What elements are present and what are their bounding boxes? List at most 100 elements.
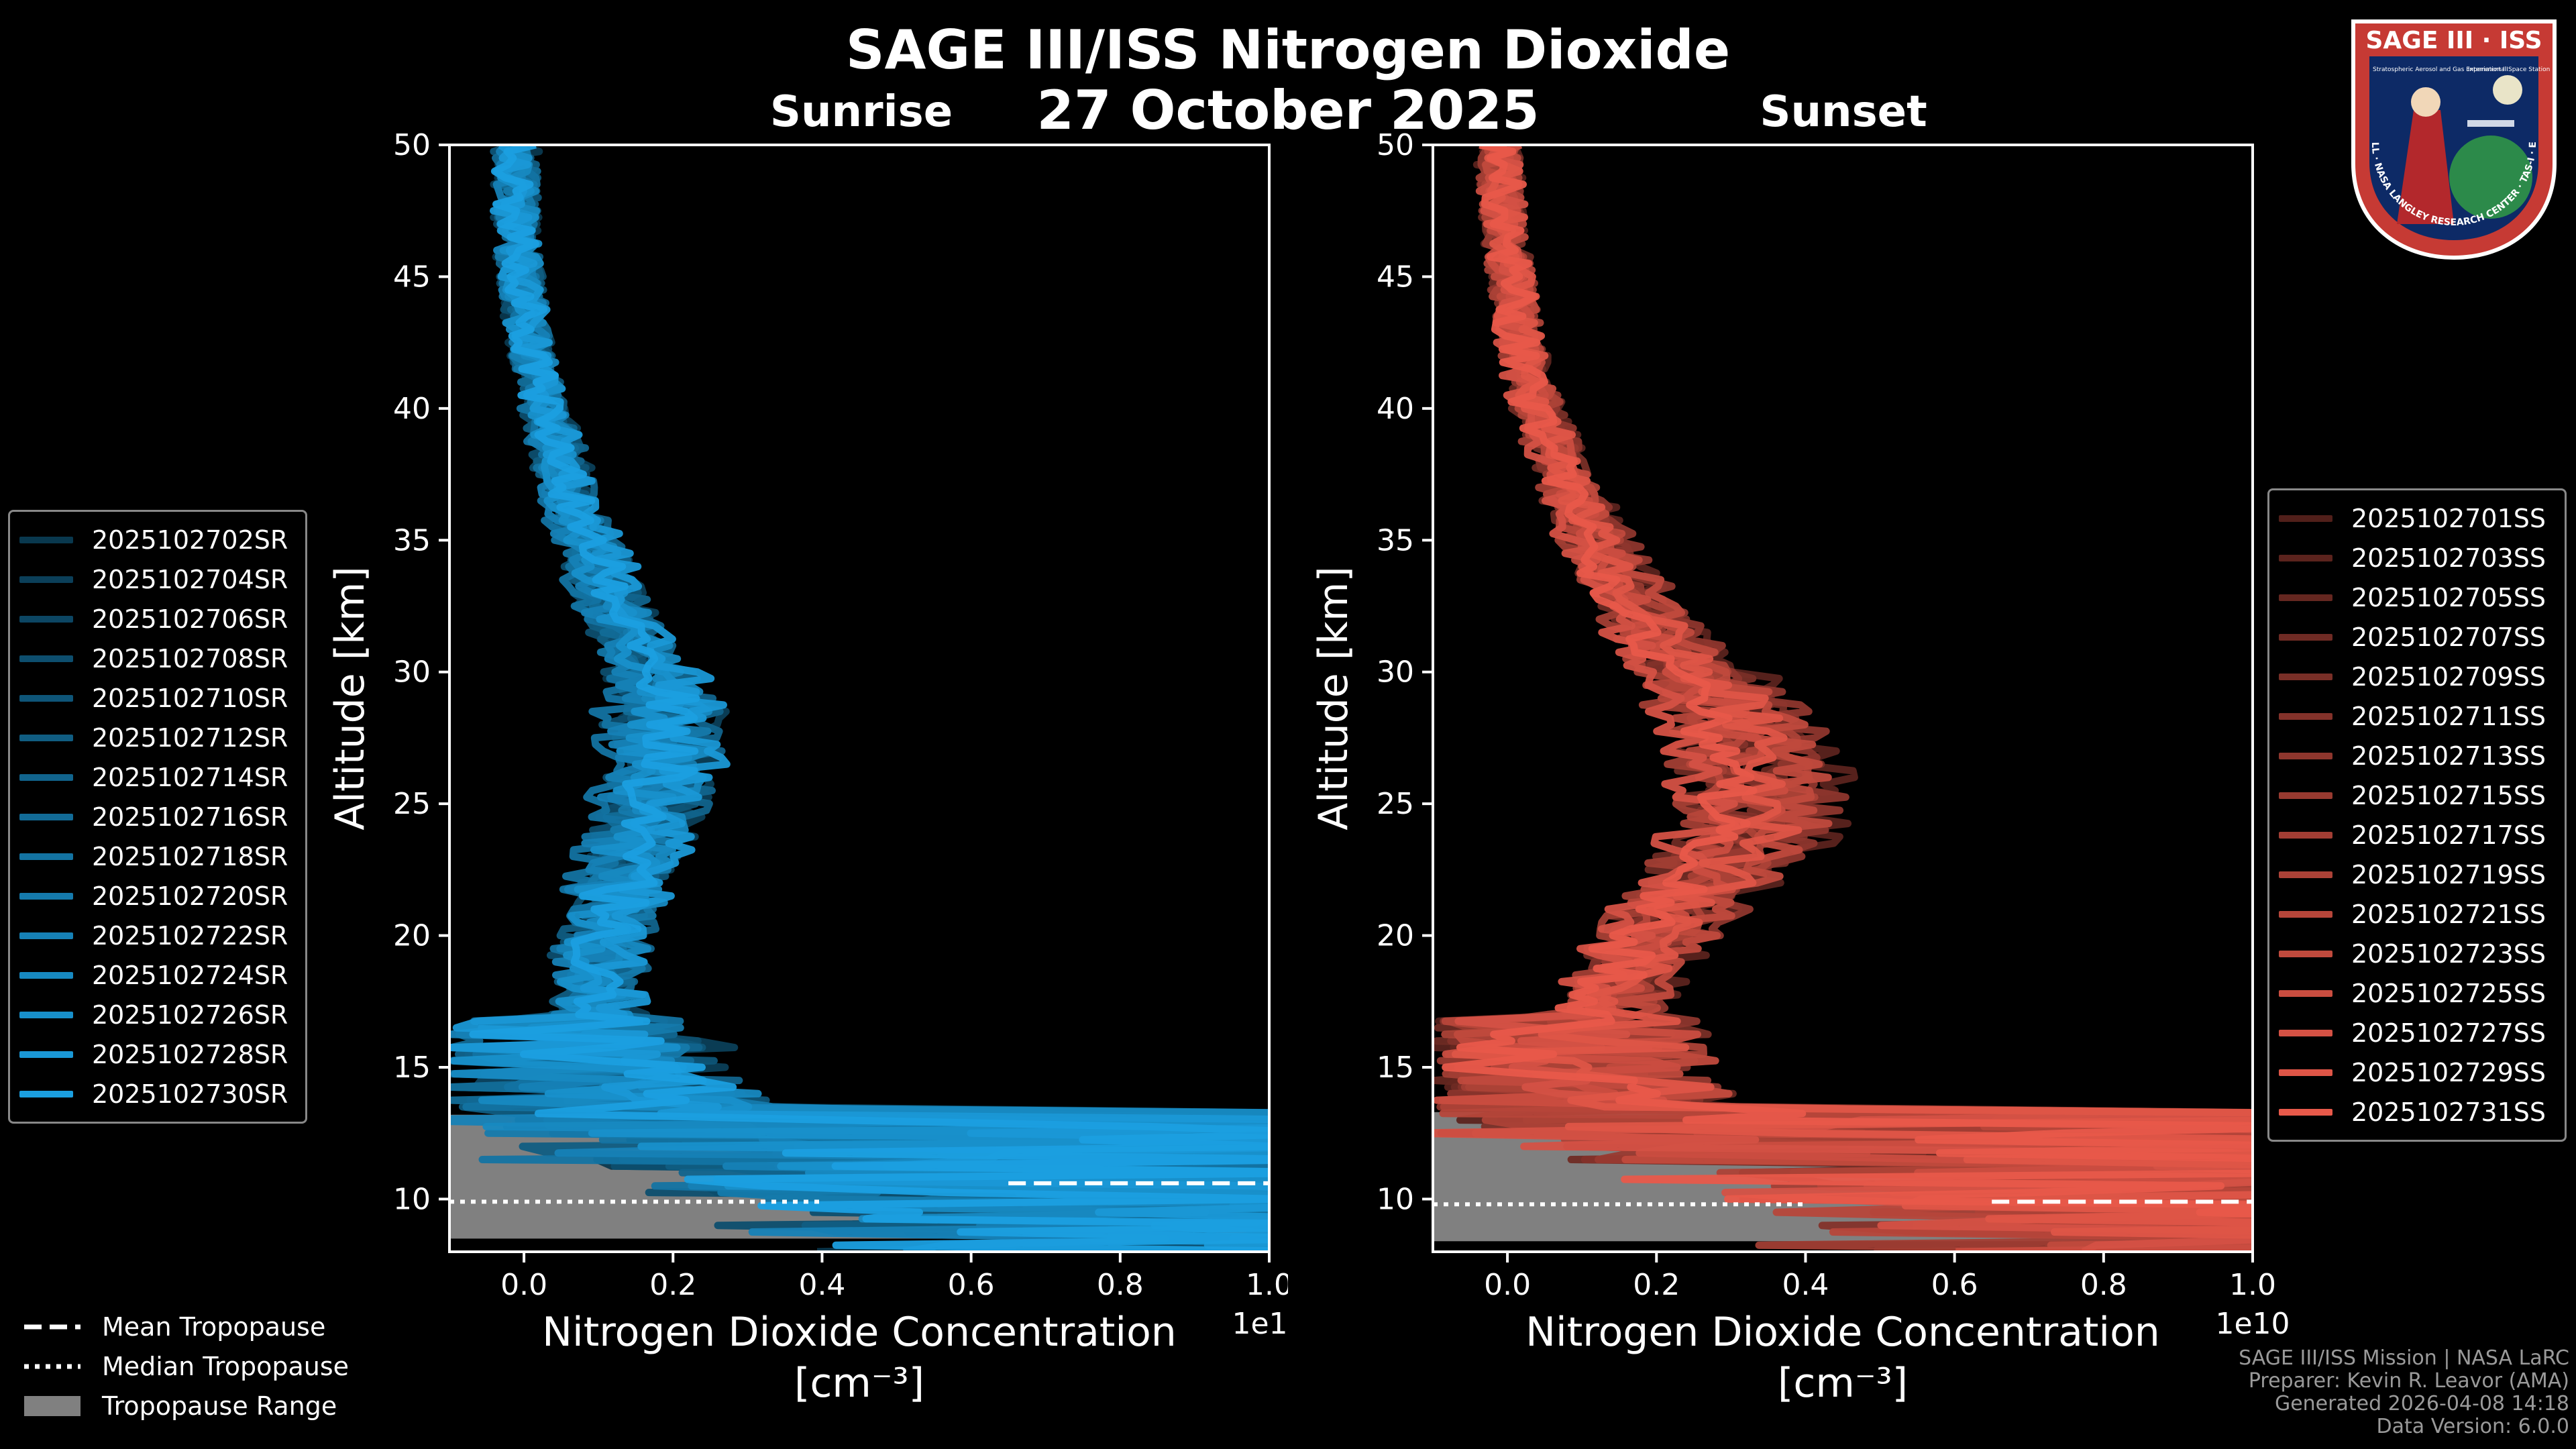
sunrise-y-tick-label-4: 30	[393, 655, 431, 690]
sunset-legend-swatch	[2279, 871, 2332, 878]
sunrise-legend-item: 2025102704SR	[19, 559, 296, 599]
sunrise-legend-label: 2025102704SR	[92, 564, 288, 594]
sunset-legend-item: 2025102731SS	[2279, 1092, 2555, 1132]
sunrise-legend-label: 2025102724SR	[92, 960, 288, 990]
sunset-legend-swatch	[2279, 950, 2332, 957]
sunrise-legend-swatch	[19, 853, 73, 860]
sunset-legend-swatch	[2279, 1069, 2332, 1076]
sunrise-legend-swatch	[19, 655, 73, 662]
sunrise-legend-label: 2025102714SR	[92, 762, 288, 792]
sunrise-x-tick-label-0: 0.0	[500, 1268, 547, 1302]
sunset-legend-label: 2025102701SS	[2351, 503, 2546, 533]
badge-subtitle2: International Space Station	[2468, 66, 2551, 73]
sunset-legend-label: 2025102725SS	[2351, 978, 2546, 1008]
sunrise-legend-swatch	[19, 1090, 73, 1097]
sunset-legend-swatch	[2279, 1108, 2332, 1116]
sunrise-x-tick-label-5: 1.0	[1246, 1268, 1288, 1302]
footer: SAGE III/ISS Mission | NASA LaRC Prepare…	[2239, 1347, 2569, 1438]
tropopause-legend: Mean Tropopause Median Tropopause Tropop…	[24, 1307, 400, 1426]
sunrise-x-tick-label-3: 0.6	[948, 1268, 995, 1302]
sunset-legend-label: 2025102707SS	[2351, 622, 2546, 652]
mission-badge: SAGE III · ISS Stratospheric Aerosol and…	[2340, 9, 2557, 260]
sunrise-legend-item: 2025102726SR	[19, 995, 296, 1034]
sunrise-legend-label: 2025102716SR	[92, 802, 288, 832]
footer-version: Data Version: 6.0.0	[2376, 1415, 2569, 1438]
sunrise-legend-label: 2025102726SR	[92, 1000, 288, 1030]
sunset-legend-swatch	[2279, 554, 2332, 561]
sunset-legend-label: 2025102711SS	[2351, 701, 2546, 731]
footer-preparer: Preparer: Kevin R. Leavor (AMA)	[2248, 1369, 2569, 1393]
footer-mission: SAGE III/ISS Mission | NASA LaRC	[2239, 1346, 2569, 1370]
median-tropopause-swatch	[24, 1364, 80, 1368]
badge-earth-icon	[2449, 136, 2532, 219]
sunset-legend-label: 2025102731SS	[2351, 1097, 2546, 1127]
sunset-y-tick-label-3: 25	[1377, 787, 1414, 821]
sunset-legend-swatch	[2279, 792, 2332, 799]
tropopause-range-swatch	[24, 1395, 80, 1416]
badge-moon-icon	[2493, 75, 2522, 105]
sunrise-legend-swatch	[19, 932, 73, 939]
sunrise-legend-label: 2025102722SR	[92, 920, 288, 951]
badge-wizard-icon	[2397, 110, 2454, 224]
sunset-legend-swatch	[2279, 910, 2332, 918]
sunset-legend-label: 2025102729SS	[2351, 1057, 2546, 1087]
sunrise-plot-content	[449, 145, 1269, 1252]
sunset-legend-swatch	[2279, 831, 2332, 839]
sunrise-legend-label: 2025102730SR	[92, 1079, 288, 1109]
sunrise-legend-label: 2025102708SR	[92, 643, 288, 674]
sunset-x-tick-label-1: 0.2	[1633, 1268, 1680, 1302]
sunrise-y-tick-label-5: 35	[393, 523, 431, 557]
sunset-legend-swatch	[2279, 515, 2332, 522]
sunset-legend-swatch	[2279, 633, 2332, 641]
sunrise-legend-label: 2025102728SR	[92, 1039, 288, 1069]
sunrise-y-tick-label-0: 10	[393, 1182, 431, 1216]
sunset-legend-swatch	[2279, 673, 2332, 680]
sunset-legend-item: 2025102711SS	[2279, 696, 2555, 736]
sunset-legend-item: 2025102727SS	[2279, 1013, 2555, 1053]
sunrise-y-tick-label-2: 20	[393, 919, 431, 953]
sunrise-series-2025102730SR	[469, 145, 1269, 1252]
sunset-legend-item: 2025102725SS	[2279, 973, 2555, 1013]
sunset-x-tick-label-2: 0.4	[1782, 1268, 1829, 1302]
sunset-legend-item: 2025102713SS	[2279, 736, 2555, 775]
sunrise-legend-item: 2025102710SR	[19, 678, 296, 718]
sunrise-y-axis-label: Altitude [km]	[327, 566, 374, 830]
sunset-x-tick-label-5: 1.0	[2229, 1268, 2276, 1302]
sunrise-legend-swatch	[19, 536, 73, 543]
sunrise-y-tick-label-1: 15	[393, 1051, 431, 1085]
sunrise-legend-swatch	[19, 971, 73, 979]
sunset-x-tick-label-0: 0.0	[1484, 1268, 1531, 1302]
sunset-legend-item: 2025102709SS	[2279, 657, 2555, 696]
sunrise-y-tick-label-6: 40	[393, 392, 431, 426]
sunrise-legend-label: 2025102710SR	[92, 683, 288, 713]
sunset-y-tick-label-6: 40	[1377, 392, 1414, 426]
sunrise-legend-item: 2025102720SR	[19, 876, 296, 916]
sunrise-legend-item: 2025102728SR	[19, 1034, 296, 1074]
badge-station-icon	[2467, 120, 2514, 127]
sunrise-x-tick-label-4: 0.8	[1097, 1268, 1144, 1302]
sunrise-legend-label: 2025102706SR	[92, 604, 288, 634]
sunset-plot-content	[1433, 145, 2253, 1252]
sunrise-legend-swatch	[19, 615, 73, 623]
sunrise-legend-swatch	[19, 576, 73, 583]
sunset-legend-label: 2025102715SS	[2351, 780, 2546, 810]
legend-mean-tropopause: Mean Tropopause	[24, 1307, 400, 1346]
sunset-subtitle: Sunset	[1760, 87, 1927, 137]
sunrise-legend-item: 2025102708SR	[19, 639, 296, 678]
sunset-axes-frame	[1432, 144, 2254, 1253]
sunrise-legend-swatch	[19, 734, 73, 741]
sunset-legend-item: 2025102717SS	[2279, 815, 2555, 855]
sunset-legend-item: 2025102729SS	[2279, 1053, 2555, 1092]
sunrise-legend-label: 2025102718SR	[92, 841, 288, 871]
sunset-y-tick-label-5: 35	[1377, 523, 1414, 557]
sunrise-legend-item: 2025102716SR	[19, 797, 296, 837]
sunset-x-scale-label: 1e10	[2215, 1307, 2290, 1341]
sunrise-chart: 0.0 0.2 0.4 0.6 0.8 1.0 10 15 20 25 30 35 40 45 50 1e10…	[327, 128, 1288, 1407]
sunset-legend: 2025102701SS 2025102703SS 2025102705SS 2025…	[2267, 488, 2567, 1142]
sunrise-subtitle: Sunrise	[769, 87, 953, 137]
badge-title: SAGE III · ISS	[2365, 27, 2542, 54]
sunset-legend-item: 2025102723SS	[2279, 934, 2555, 973]
sunset-legend-label: 2025102723SS	[2351, 938, 2546, 969]
legend-tropopause-range: Tropopause Range	[24, 1386, 400, 1426]
median-tropopause-label: Median Tropopause	[102, 1351, 349, 1381]
